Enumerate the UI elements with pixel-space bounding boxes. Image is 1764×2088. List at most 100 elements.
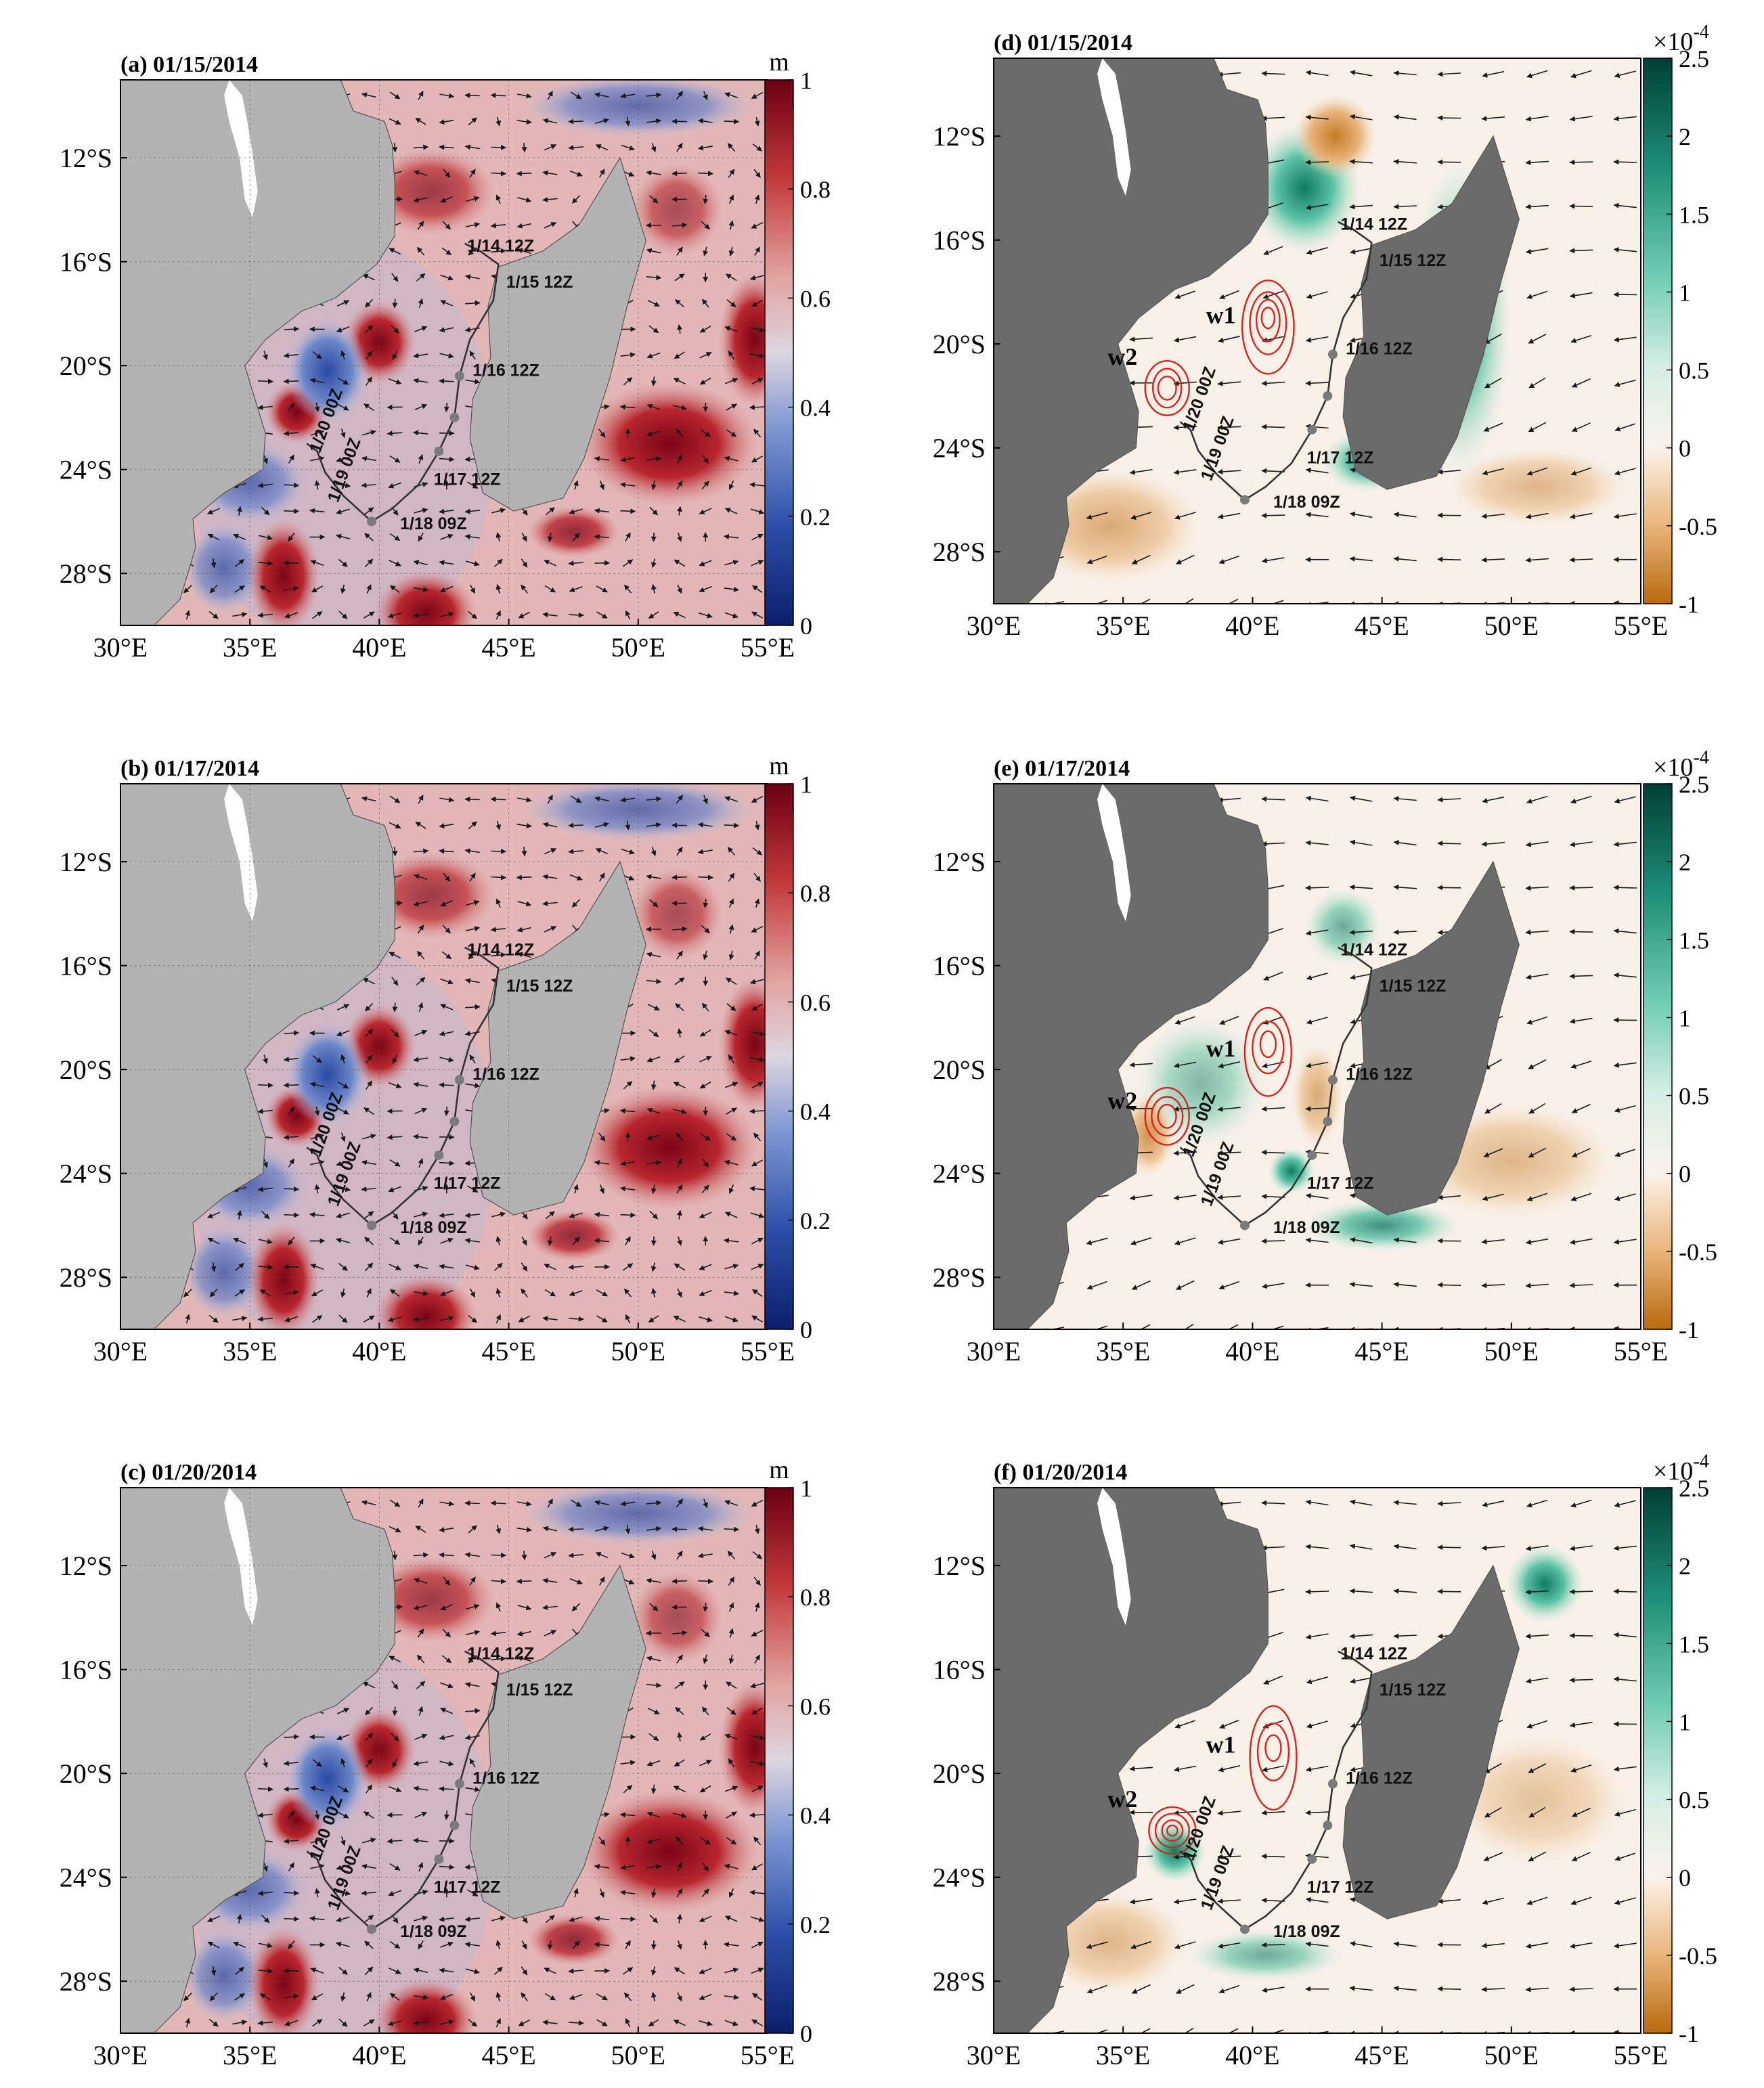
map-panel-a: 1/14 12Z 1/15 12Z 1/16 12Z 1/17 12Z 1/18 09Z…	[60, 48, 831, 663]
colorbar-tick-label: 0.4	[800, 1802, 831, 1829]
map-panel-d: 1/14 12Z 1/15 12Z 1/16 12Z 1/17 12Z 1/18 09Z…	[933, 22, 1717, 641]
warm-anomaly	[578, 1789, 760, 1914]
lon-tick-label: 50°E	[1484, 1336, 1539, 1367]
eddy-contour	[1260, 307, 1276, 330]
warm-anomaly	[527, 1913, 621, 1966]
track-marker	[1239, 1924, 1250, 1934]
warm-anomaly	[247, 518, 320, 625]
warm-anomaly	[527, 1209, 621, 1262]
lon-tick-label: 45°E	[1354, 610, 1409, 641]
lat-tick-label: 28°S	[933, 1966, 986, 1997]
track-label: 1/16 12Z	[472, 1769, 539, 1788]
track-label: 1/15 12Z	[1380, 977, 1447, 996]
colorbar-tick-label: 1	[1679, 1708, 1691, 1735]
panel-title: (d) 01/15/2014	[994, 30, 1132, 55]
eddy-contour	[1154, 1813, 1190, 1848]
track-label: 1/17 12Z	[434, 1174, 501, 1193]
warm-anomaly	[578, 1085, 760, 1210]
track-label: 1/17 12Z	[1307, 1878, 1374, 1897]
lon-tick-label: 40°E	[1225, 2040, 1279, 2070]
lat-tick-label: 24°S	[933, 1863, 986, 1893]
lon-tick-label: 50°E	[611, 632, 665, 663]
lon-tick-label: 50°E	[1484, 610, 1539, 641]
colorbar-tick-label: 1.5	[1679, 1630, 1709, 1658]
lat-tick-label: 28°S	[60, 558, 112, 589]
lon-tick-label: 40°E	[352, 632, 406, 663]
colorbar-tick-label: 0.2	[800, 1207, 831, 1235]
colorbar-unit: m	[769, 48, 789, 76]
cool-anomaly	[286, 1727, 370, 1831]
colorbar-unit: m	[769, 752, 789, 780]
colorbar-tick-label: 0.5	[1679, 1787, 1709, 1814]
track-marker	[1323, 1820, 1333, 1830]
colorbar-tick-label: 0.2	[800, 504, 831, 531]
track-label: 1/16 12Z	[1346, 340, 1413, 359]
colorbar	[1643, 58, 1673, 604]
colorbar	[1643, 783, 1673, 1330]
track-label: 1/16 12Z	[1346, 1769, 1413, 1788]
track-label: 1/17 12Z	[1307, 449, 1374, 468]
eddy-contour	[1157, 1103, 1177, 1129]
lon-tick-label: 30°E	[967, 2040, 1021, 2070]
track-label: 1/15 12Z	[506, 1681, 573, 1700]
africa-land	[994, 784, 1269, 1329]
lon-tick-label: 55°E	[1614, 610, 1668, 641]
panel-frame	[993, 783, 1641, 1330]
colorbar-unit: ×10-4	[1653, 22, 1709, 56]
eddy-label-w2: w2	[1107, 1785, 1137, 1813]
warm-anomaly	[374, 1978, 478, 2033]
colorbar-tick-label: 0	[800, 2020, 812, 2047]
eddy-contour	[1148, 1806, 1197, 1855]
cool-anomaly	[182, 1225, 266, 1319]
warm-anomaly	[374, 1274, 478, 1329]
panel-frame	[993, 58, 1641, 604]
warm-anomaly	[374, 571, 478, 625]
colorbar-tick-label: 0	[800, 1316, 812, 1343]
lat-tick-label: 20°S	[933, 329, 986, 359]
colorbar-tick-label: 0	[1679, 1865, 1691, 1892]
lat-tick-label: 24°S	[60, 1159, 112, 1189]
lon-tick-label: 50°E	[611, 2040, 665, 2070]
colorbar-tick-label: 0.6	[800, 1693, 831, 1720]
eddy-contour	[1151, 368, 1183, 409]
positive-anomaly	[1304, 887, 1382, 966]
negative-anomaly	[1294, 94, 1377, 178]
lon-tick-label: 50°E	[1484, 2040, 1539, 2070]
colorbar-tick-label: 1	[1679, 279, 1691, 306]
track-label: 1/18 09Z	[400, 514, 467, 533]
warm-anomaly	[366, 147, 496, 236]
lat-tick-label: 12°S	[933, 121, 986, 152]
track-label: 1/15 12Z	[1380, 1681, 1447, 1700]
map-panel-f: 1/14 12Z 1/15 12Z 1/16 12Z 1/17 12Z 1/18 09Z…	[933, 1451, 1717, 2070]
lon-tick-label: 45°E	[481, 2040, 535, 2070]
positive-anomaly	[1268, 1147, 1315, 1195]
track-label: 1/16 12Z	[472, 361, 539, 380]
colorbar-tick-label: 0	[800, 613, 812, 640]
madagascar-land	[469, 156, 646, 512]
lon-tick-label: 55°E	[741, 1336, 795, 1367]
colorbar-tick-label: 1	[1679, 1004, 1691, 1031]
eddy-contour	[1249, 291, 1287, 355]
negative-anomaly	[1447, 1734, 1628, 1865]
colorbar-tick-label: 0.6	[800, 989, 831, 1016]
warm-anomaly	[630, 866, 724, 960]
lat-tick-label: 16°S	[933, 225, 986, 256]
warm-anomaly	[578, 381, 760, 506]
track-label: 1/14 12Z	[467, 236, 534, 255]
lon-tick-label: 35°E	[223, 1336, 277, 1367]
colorbar-tick-label: 1	[800, 771, 812, 798]
track-marker	[449, 1116, 460, 1126]
panel-title: (f) 01/20/2014	[994, 1460, 1127, 1485]
lake-malawi	[224, 1488, 258, 1626]
lon-tick-label: 50°E	[611, 1336, 665, 1367]
positive-anomaly	[1143, 1820, 1206, 1883]
madagascar-land	[1342, 1564, 1520, 1919]
lon-tick-label: 30°E	[967, 1336, 1021, 1367]
eddy-contour	[1255, 298, 1281, 342]
track-label: 1/18 09Z	[400, 1218, 467, 1237]
eddy-label-w1: w1	[1206, 1731, 1236, 1758]
negative-anomaly	[1447, 447, 1628, 526]
cool-anomaly	[182, 521, 266, 615]
lake-malawi	[224, 784, 258, 922]
